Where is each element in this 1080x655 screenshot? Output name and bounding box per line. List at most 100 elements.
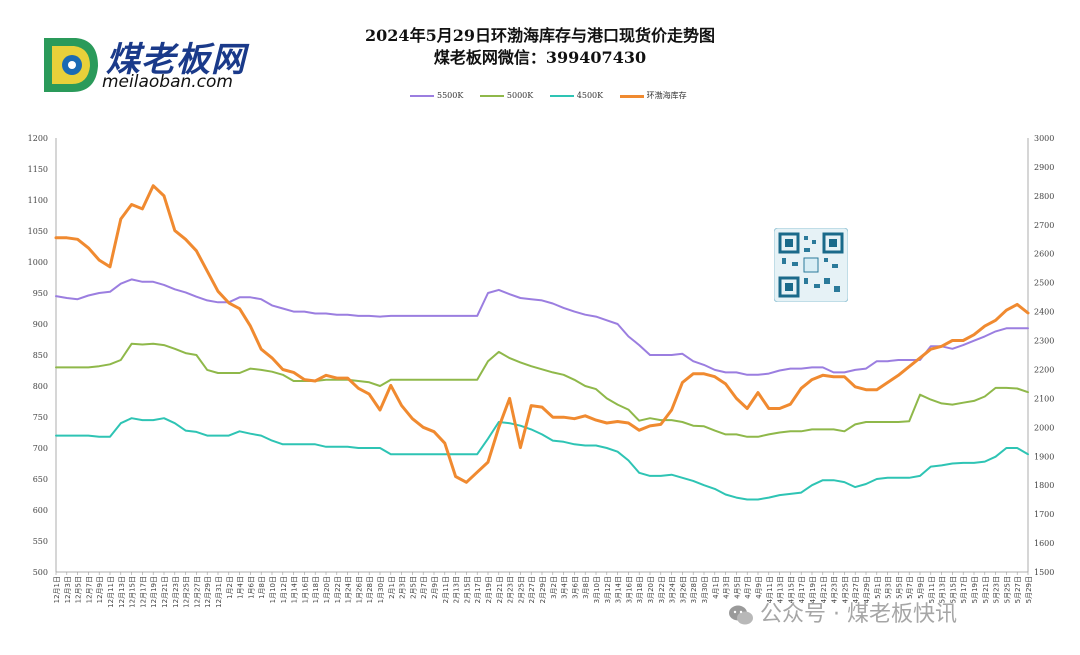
x-tick-label: 12月1日: [53, 576, 61, 603]
x-tick-label: 4月9日: [755, 576, 763, 599]
x-tick-label: 1月28日: [366, 576, 374, 603]
y-right-tick-label: 2600: [1034, 250, 1054, 259]
y-right-tick-label: 2300: [1034, 337, 1054, 346]
x-tick-label: 2月29日: [539, 576, 547, 603]
series-line-4500K: [55, 417, 1029, 501]
y-left-tick-label: 950: [33, 289, 48, 298]
x-tick-label: 1月6日: [247, 576, 255, 599]
brand-name: 煤老板网: [106, 40, 246, 80]
x-tick-label: 12月21日: [161, 576, 169, 608]
x-tick-label: 12月15日: [129, 576, 137, 608]
x-tick-label: 4月13日: [777, 576, 785, 603]
x-tick-label: 3月24日: [669, 576, 677, 603]
x-tick-label: 4月1日: [712, 576, 720, 599]
x-tick-label: 2月27日: [528, 576, 536, 603]
x-tick-label: 5月13日: [939, 576, 947, 603]
x-tick-label: 5月3日: [885, 576, 893, 599]
x-tick-label: 3月2日: [550, 576, 558, 599]
y-right-tick-label: 2900: [1034, 163, 1054, 172]
brand-url: meilaoban.com: [102, 72, 233, 92]
x-tick-label: 2月5日: [409, 576, 417, 599]
x-tick-label: 3月12日: [604, 576, 612, 603]
legend-item-inventory: 环渤海库存: [619, 90, 687, 101]
x-tick-label: 12月5日: [75, 576, 83, 603]
x-tick-label: 3月16日: [625, 576, 633, 603]
x-tick-label: 1月30日: [377, 576, 385, 603]
x-tick-label: 2月7日: [420, 576, 428, 599]
legend-item-4500k: 4500K: [549, 91, 603, 100]
x-tick-label: 1月24日: [345, 576, 353, 603]
x-tick-label: 2月15日: [463, 576, 471, 603]
y-right-tick-label: 3000: [1034, 134, 1054, 143]
x-tick-label: 4月27日: [852, 576, 860, 603]
watermark: 公众号 · 煤老板快讯: [728, 596, 957, 628]
x-tick-label: 3月8日: [582, 576, 590, 599]
x-tick-label: 1月16日: [301, 576, 309, 603]
x-tick-label: 1月12日: [280, 576, 288, 603]
y-right-tick-label: 1500: [1034, 568, 1054, 577]
y-right-tick-label: 2500: [1034, 279, 1054, 288]
x-tick-label: 5月9日: [917, 576, 925, 599]
x-tick-label: 5月11日: [928, 576, 936, 603]
x-tick-label: 3月6日: [571, 576, 579, 599]
x-tick-label: 5月7日: [906, 576, 914, 599]
y-right-tick-label: 1700: [1034, 510, 1054, 519]
x-tick-label: 2月19日: [485, 576, 493, 603]
x-tick-label: 4月5日: [733, 576, 741, 599]
x-tick-label: 4月3日: [723, 576, 731, 599]
x-tick-label: 2月11日: [442, 576, 450, 603]
x-tick-label: 2月17日: [474, 576, 482, 603]
x-tick-label: 2月3日: [399, 576, 407, 599]
x-tick-label: 2月25日: [517, 576, 525, 603]
x-tick-label: 4月11日: [766, 576, 774, 603]
x-tick-label: 5月21日: [982, 576, 990, 603]
x-tick-label: 4月29日: [863, 576, 871, 603]
x-tick-label: 4月7日: [744, 576, 752, 599]
x-tick-label: 5月29日: [1025, 576, 1033, 603]
logo-emblem-icon: [44, 38, 98, 92]
y-right-tick-label: 2700: [1034, 221, 1054, 230]
x-tick-label: 4月23日: [831, 576, 839, 603]
series-lines: [54, 184, 1030, 501]
y-left-tick-label: 1050: [28, 227, 48, 236]
y-left-tick-label: 1100: [28, 196, 48, 205]
x-tick-label: 4月19日: [809, 576, 817, 603]
y-left-tick-label: 800: [33, 382, 48, 391]
y-right-tick-label: 1800: [1034, 481, 1054, 490]
x-tick-label: 4月21日: [820, 576, 828, 603]
y-right-tick-label: 2000: [1034, 423, 1054, 432]
x-tick-label: 4月25日: [841, 576, 849, 603]
y-right-tick-label: 2800: [1034, 192, 1054, 201]
y-right-tick-label: 2200: [1034, 365, 1054, 374]
x-tick-label: 12月9日: [96, 576, 104, 603]
y-right-tick-label: 1600: [1034, 539, 1054, 548]
x-tick-label: 3月30日: [701, 576, 709, 603]
x-tick-label: 5月5日: [895, 576, 903, 599]
x-tick-label: 2月13日: [453, 576, 461, 603]
chart-subtitle: 煤老板网微信：399407430: [433, 48, 647, 67]
x-tick-label: 3月18日: [636, 576, 644, 603]
x-tick-label: 12月27日: [193, 576, 201, 608]
x-tick-label: 5月23日: [993, 576, 1001, 603]
series-line-环渤海库存: [54, 184, 1030, 484]
y-left-tick-label: 1000: [28, 258, 48, 267]
x-tick-label: 12月31日: [215, 576, 223, 608]
x-tick-label: 12月7日: [85, 576, 93, 603]
x-tick-label: 1月26日: [355, 576, 363, 603]
x-tick-label: 12月29日: [204, 576, 212, 608]
x-tick-label: 1月20日: [323, 576, 331, 603]
legend-item-5000k: 5000K: [479, 91, 533, 100]
x-tick-label: 5月15日: [949, 576, 957, 603]
qr-code-icon: [774, 228, 848, 302]
y-right-tick-label: 2400: [1034, 308, 1054, 317]
axes: 500 550 600 650 700 750 800 850 900 950 1000 1050 11…: [28, 134, 1055, 608]
x-tick-label: 12月3日: [64, 576, 72, 603]
x-tick-label: 1月4日: [237, 576, 245, 599]
wechat-icon: [728, 604, 754, 626]
x-tick-label: 1月14日: [291, 576, 299, 603]
y-left-tick-label: 850: [33, 351, 48, 360]
x-tick-label: 5月27日: [1014, 576, 1022, 603]
x-tick-label: 12月11日: [107, 576, 115, 608]
watermark-text: 公众号 · 煤老板快讯: [760, 602, 957, 627]
x-tick-label: 2月21日: [496, 576, 504, 603]
